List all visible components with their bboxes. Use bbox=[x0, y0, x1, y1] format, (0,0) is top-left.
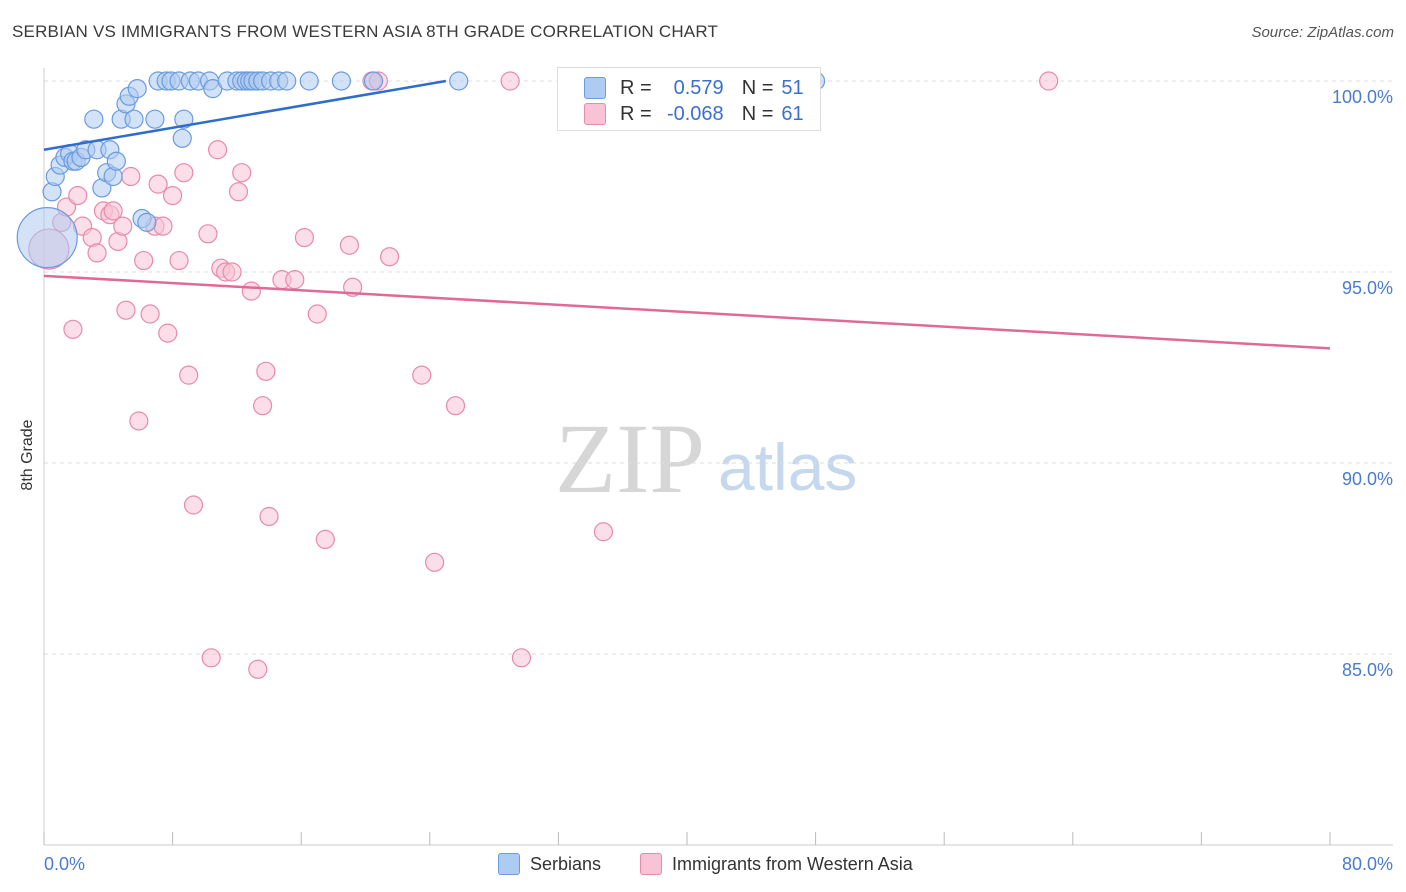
immigrants-point bbox=[1039, 71, 1059, 91]
legend-r-value-serbians: 0.579 bbox=[673, 76, 724, 99]
y-tick-label: 95.0% bbox=[1342, 278, 1393, 298]
axes bbox=[43, 68, 1393, 846]
bottom-legend-label-immigrants: Immigrants from Western Asia bbox=[672, 853, 913, 874]
immigrants-point bbox=[253, 396, 273, 416]
immigrants-point bbox=[256, 361, 276, 381]
legend-r-value-immigrants: -0.068 bbox=[666, 102, 724, 125]
immigrants-point bbox=[134, 250, 154, 271]
immigrants-point bbox=[208, 140, 228, 160]
immigrants-point bbox=[315, 529, 335, 550]
serbians-point bbox=[124, 109, 144, 129]
bottom-legend-immigrants: Immigrants from Western Asia bbox=[640, 852, 913, 876]
immigrants-point bbox=[222, 262, 242, 282]
immigrants-points bbox=[28, 71, 1059, 679]
immigrants-point bbox=[412, 365, 432, 385]
immigrants-point bbox=[285, 270, 305, 290]
immigrants-point bbox=[593, 522, 614, 542]
immigrants-point bbox=[121, 166, 141, 187]
x-tick-label-min: 0.0% bbox=[44, 854, 85, 874]
immigrants-point bbox=[113, 216, 133, 236]
serbians-point bbox=[363, 71, 384, 91]
immigrants-point bbox=[198, 224, 218, 244]
immigrants-point bbox=[259, 506, 279, 527]
immigrants-point bbox=[140, 304, 160, 324]
immigrants-point bbox=[163, 186, 183, 206]
y-tick-label: 85.0% bbox=[1342, 660, 1393, 680]
serbians-point bbox=[127, 79, 147, 99]
legend-n-value-serbians: 51 bbox=[781, 76, 804, 99]
immigrants-point bbox=[63, 319, 83, 339]
serbians-point bbox=[84, 109, 104, 129]
watermark-atlas: atlas bbox=[718, 430, 857, 504]
chart-title: SERBIAN VS IMMIGRANTS FROM WESTERN ASIA … bbox=[12, 22, 719, 41]
legend-r-label-serbians: R = bbox=[620, 76, 652, 99]
immigrants-point bbox=[339, 235, 360, 255]
immigrants-point bbox=[129, 411, 149, 431]
y-tick-label: 100.0% bbox=[1332, 87, 1393, 107]
immigrants-point bbox=[445, 396, 466, 416]
bottom-legend-swatch-immigrants bbox=[640, 853, 662, 875]
immigrants-point bbox=[248, 659, 268, 679]
immigrants-trend-line bbox=[43, 274, 1331, 350]
bottom-legend-serbians: Serbians bbox=[498, 852, 601, 876]
legend-n-label-serbians: N = bbox=[741, 76, 774, 99]
legend-n-value-immigrants: 61 bbox=[781, 102, 804, 125]
legend-row-immigrants: R = -0.068 N = 61 bbox=[584, 102, 804, 126]
immigrants-point bbox=[116, 300, 136, 320]
serbians-point bbox=[449, 71, 469, 91]
serbians-trend-line bbox=[43, 79, 447, 151]
immigrants-point bbox=[511, 648, 532, 668]
immigrants-point bbox=[380, 247, 400, 267]
immigrants-point bbox=[153, 216, 173, 236]
serbians-point bbox=[172, 128, 192, 148]
immigrants-point bbox=[103, 201, 123, 221]
immigrants-point bbox=[68, 186, 88, 206]
immigrants-point bbox=[148, 174, 168, 194]
serbians-point bbox=[299, 71, 319, 91]
serbians-point bbox=[145, 109, 165, 129]
bottom-legend-label-serbians: Serbians bbox=[530, 853, 602, 874]
serbians-point bbox=[16, 207, 78, 269]
chart-source: Source: ZipAtlas.com bbox=[1251, 24, 1394, 41]
immigrants-point bbox=[232, 163, 252, 183]
immigrants-point bbox=[241, 281, 261, 301]
serbians-point bbox=[137, 212, 157, 232]
immigrants-point bbox=[183, 495, 204, 515]
immigrants-point bbox=[87, 243, 107, 263]
immigrants-point bbox=[228, 182, 249, 202]
immigrants-point bbox=[174, 163, 194, 183]
serbians-point bbox=[106, 151, 126, 171]
correlation-legend: R = 0.579 N = 51 R = -0.068 N = 61 bbox=[557, 67, 821, 131]
legend-swatch-serbians bbox=[584, 77, 606, 99]
immigrants-point bbox=[201, 648, 221, 668]
y-tick-label: 90.0% bbox=[1342, 469, 1393, 489]
immigrants-point bbox=[307, 304, 327, 324]
immigrants-point bbox=[158, 323, 178, 343]
bottom-legend-swatch-serbians bbox=[498, 853, 520, 875]
legend-swatch-immigrants bbox=[584, 103, 606, 125]
legend-row-serbians: R = 0.579 N = 51 bbox=[584, 76, 804, 100]
immigrants-point bbox=[500, 71, 520, 91]
immigrants-point bbox=[179, 365, 199, 385]
immigrants-point bbox=[425, 552, 445, 572]
tick-labels: 85.0% 90.0% 95.0% 100.0% 0.0% 80.0% bbox=[44, 87, 1393, 874]
watermark-zip: ZIP bbox=[555, 403, 705, 514]
legend-n-label-immigrants: N = bbox=[741, 102, 774, 125]
serbians-point bbox=[174, 109, 194, 129]
trend-lines bbox=[43, 79, 1331, 350]
immigrants-point bbox=[294, 228, 315, 248]
x-tick-label-max: 80.0% bbox=[1342, 854, 1393, 874]
legend-r-label-immigrants: R = bbox=[620, 102, 652, 125]
serbians-point bbox=[277, 71, 297, 91]
serbians-point bbox=[331, 71, 351, 91]
immigrants-point bbox=[169, 250, 189, 271]
